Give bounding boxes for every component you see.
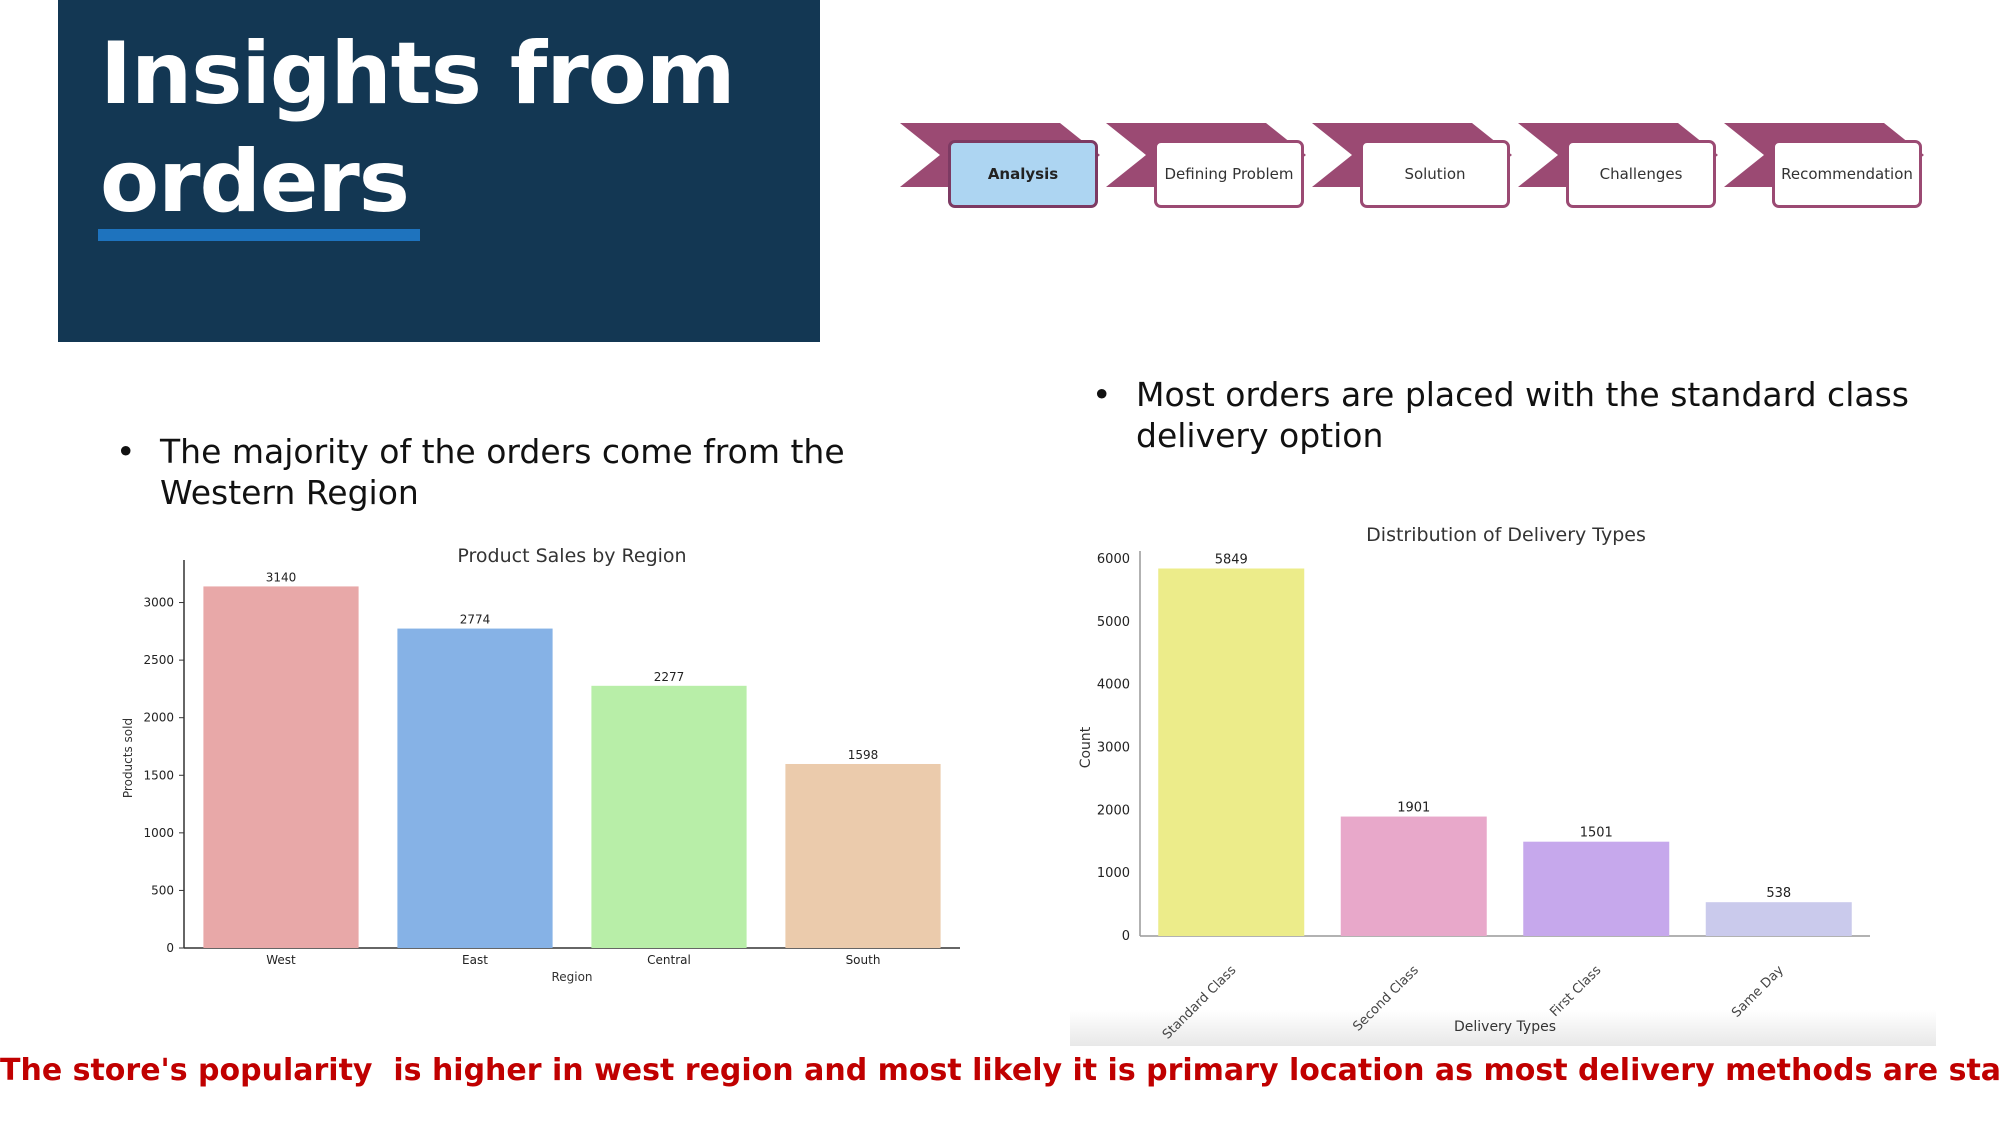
y-tick-label: 4000	[1097, 678, 1130, 693]
x-tick-label: Central	[647, 953, 691, 967]
bar	[1523, 841, 1670, 936]
y-tick-label: 3000	[143, 596, 174, 610]
x-axis-label: Region	[551, 970, 592, 984]
chart-shadow	[1070, 1010, 1936, 1046]
process-step-recommendation[interactable]: Recommendation	[1724, 120, 1924, 220]
bar-value-label: 538	[1766, 886, 1791, 901]
slide-title: Insights from orders	[100, 20, 800, 236]
process-step-label: Analysis	[948, 140, 1098, 208]
x-tick-label: West	[266, 953, 296, 967]
bar	[1340, 816, 1487, 936]
y-tick-label: 1500	[143, 768, 174, 782]
y-tick-label: 1000	[143, 826, 174, 840]
bar-value-label: 3140	[266, 570, 297, 584]
title-panel	[58, 0, 820, 342]
bar-value-label: 2774	[460, 613, 491, 627]
process-step-label: Defining Problem	[1154, 140, 1304, 208]
bullet-text-line-2: Western Region	[160, 473, 419, 512]
bullet-text-line-2: delivery option	[1136, 416, 1384, 455]
x-axis-label: Delivery Types	[1454, 1019, 1556, 1035]
process-step-label: Recommendation	[1772, 140, 1922, 208]
y-tick-label: 500	[151, 883, 174, 897]
y-tick-label: 5000	[1097, 615, 1130, 630]
x-tick-label: Same Day	[1729, 963, 1787, 1021]
y-tick-label: 0	[1122, 929, 1130, 944]
bar-value-label: 1501	[1580, 826, 1613, 841]
y-tick-label: 6000	[1097, 552, 1130, 567]
process-step-solution[interactable]: Solution	[1312, 120, 1512, 220]
bullet-regions: • The majority of the orders come from t…	[116, 431, 916, 521]
y-axis-label: Count	[1078, 726, 1094, 768]
title-underline	[98, 229, 420, 241]
process-step-analysis[interactable]: Analysis	[900, 120, 1100, 220]
x-tick-label: Second Class	[1350, 963, 1422, 1035]
bar	[203, 586, 359, 948]
slide-title-line-1: Insights from	[100, 24, 735, 124]
bullet-delivery: • Most orders are placed with the standa…	[1092, 374, 1972, 464]
y-axis-label: Products sold	[121, 718, 135, 798]
slide-title-line-2: orders	[100, 132, 410, 232]
process-step-defining-problem[interactable]: Defining Problem	[1106, 120, 1306, 220]
y-tick-label: 3000	[1097, 741, 1130, 756]
conclusion-text: The store's popularity is higher in west…	[0, 1053, 2000, 1088]
region-sales-chart: Product Sales by Region 0 500 1000 1500 2000 2…	[121, 545, 960, 984]
y-tick-label: 2500	[143, 653, 174, 667]
y-tick-label: 0	[166, 941, 174, 955]
bar	[785, 763, 941, 948]
x-tick-label: Standard Class	[1160, 963, 1240, 1043]
y-tick-label: 2000	[1097, 803, 1130, 818]
bar	[1158, 568, 1305, 936]
x-tick-label: First Class	[1547, 963, 1604, 1020]
bar	[1705, 902, 1852, 936]
process-step-label: Challenges	[1566, 140, 1716, 208]
bar	[397, 628, 553, 948]
bar	[591, 685, 747, 948]
x-tick-label: South	[846, 953, 881, 967]
process-step-challenges[interactable]: Challenges	[1518, 120, 1718, 220]
bullet-text-line-1: The majority of the orders come from the	[160, 432, 845, 471]
process-step-label: Solution	[1360, 140, 1510, 208]
bar-value-label: 1598	[848, 748, 879, 762]
chart-title: Product Sales by Region	[457, 545, 686, 567]
bar-value-label: 5849	[1215, 552, 1248, 567]
x-tick-label: East	[462, 953, 488, 967]
bullet-text-line-1: Most orders are placed with the standard…	[1136, 375, 1909, 414]
delivery-types-chart: Distribution of Delivery Types 0 1000 2000 3…	[1078, 524, 1870, 1043]
y-tick-label: 2000	[143, 711, 174, 725]
y-tick-label: 1000	[1097, 866, 1130, 881]
bullet-symbol: •	[116, 432, 136, 471]
bar-value-label: 2277	[654, 670, 685, 684]
process-flow: Analysis Defining Problem Solution Chall…	[900, 120, 1930, 220]
chart-title: Distribution of Delivery Types	[1366, 524, 1646, 546]
bullet-symbol: •	[1092, 375, 1112, 414]
bar-value-label: 1901	[1397, 801, 1430, 816]
